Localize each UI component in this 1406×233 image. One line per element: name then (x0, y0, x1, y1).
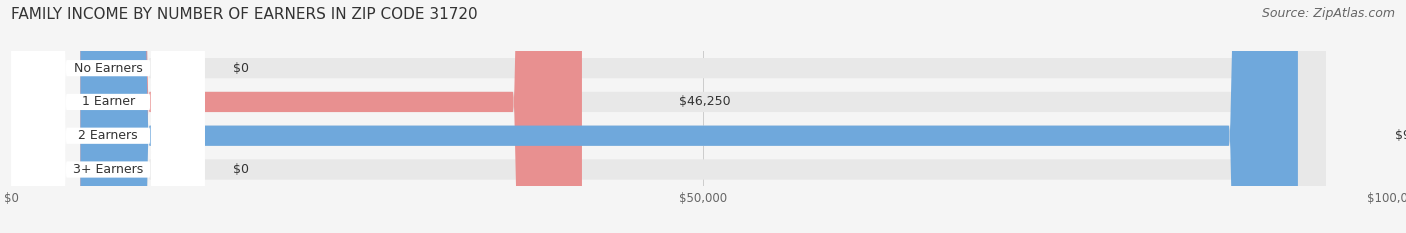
Text: $0: $0 (232, 62, 249, 75)
FancyBboxPatch shape (11, 0, 205, 233)
FancyBboxPatch shape (11, 0, 205, 233)
Text: $0: $0 (232, 163, 249, 176)
FancyBboxPatch shape (80, 0, 582, 233)
FancyBboxPatch shape (80, 0, 1326, 233)
Text: No Earners: No Earners (73, 62, 142, 75)
Text: FAMILY INCOME BY NUMBER OF EARNERS IN ZIP CODE 31720: FAMILY INCOME BY NUMBER OF EARNERS IN ZI… (11, 7, 478, 22)
Text: $46,250: $46,250 (679, 96, 730, 108)
FancyBboxPatch shape (80, 0, 1326, 233)
FancyBboxPatch shape (80, 0, 1326, 233)
Text: $98,000: $98,000 (1395, 129, 1406, 142)
Text: Source: ZipAtlas.com: Source: ZipAtlas.com (1261, 7, 1395, 20)
Text: 2 Earners: 2 Earners (79, 129, 138, 142)
FancyBboxPatch shape (80, 0, 1298, 233)
FancyBboxPatch shape (80, 0, 1326, 233)
Text: 3+ Earners: 3+ Earners (73, 163, 143, 176)
FancyBboxPatch shape (11, 0, 205, 233)
FancyBboxPatch shape (11, 0, 205, 233)
Text: 1 Earner: 1 Earner (82, 96, 135, 108)
